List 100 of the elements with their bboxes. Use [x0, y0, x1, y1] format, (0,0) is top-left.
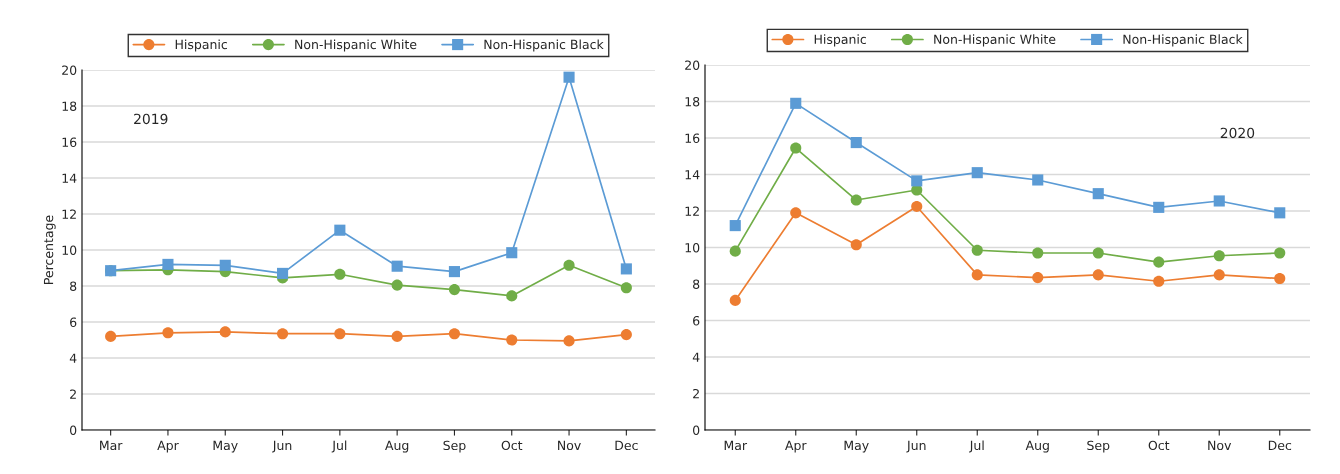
point	[620, 263, 632, 275]
point	[1092, 247, 1104, 259]
y-tick-label: 2	[70, 389, 76, 399]
y-tick-label: 8	[693, 279, 700, 289]
point	[1274, 207, 1286, 219]
x-tick-label: Sep	[1087, 440, 1110, 453]
legend-label: Non-Hispanic White	[295, 39, 417, 52]
point	[620, 329, 632, 341]
x-tick-label: Jul	[969, 440, 984, 453]
x-tick-label: Dec	[1268, 440, 1292, 451]
point	[506, 334, 518, 346]
point	[162, 327, 174, 339]
x-tick-label: Sep	[443, 440, 466, 453]
x-tick-label: Nov	[558, 440, 581, 451]
x-tick-label: Dec	[615, 440, 638, 451]
x-tick-label: Apr	[157, 440, 179, 453]
y-tick-label: 20	[62, 65, 77, 75]
point	[620, 282, 632, 294]
y-tick-label: 10	[685, 242, 700, 253]
point	[276, 328, 289, 340]
y-tick-label: 14	[62, 173, 77, 183]
point	[971, 167, 983, 179]
point	[790, 97, 802, 109]
y-tick-label: 4	[692, 352, 700, 362]
x-tick-label: Nov	[1208, 440, 1232, 451]
point	[911, 175, 923, 187]
y-tick-label: 12	[62, 209, 76, 219]
y-tick-label: 10	[62, 245, 77, 255]
y-tick-label: 0	[70, 425, 77, 435]
x-tick-label: May	[844, 440, 869, 453]
y-tick-label: 12	[685, 206, 699, 216]
point	[790, 142, 802, 154]
y-tick-label: 14	[685, 170, 700, 180]
y-tick-label: 6	[693, 315, 700, 326]
x-tick-label: Aug	[385, 440, 409, 453]
x-tick-label: May	[213, 440, 238, 453]
point	[162, 258, 174, 270]
y-axis-title: Percentage	[43, 215, 56, 284]
legend-label: Non-Hispanic Black	[1123, 34, 1243, 47]
point	[729, 294, 741, 306]
point	[563, 335, 575, 347]
y-tick-label: 4	[69, 353, 77, 363]
y-tick-label: 18	[685, 96, 700, 107]
point	[1092, 188, 1104, 200]
point	[448, 328, 461, 340]
point	[729, 245, 741, 257]
y-tick-label: 2	[693, 388, 699, 399]
point	[448, 284, 461, 296]
x-tick-label: Jul	[331, 440, 347, 453]
point	[391, 260, 403, 272]
y-tick-label: 16	[62, 137, 77, 147]
point	[334, 224, 346, 236]
point	[850, 137, 862, 149]
point	[391, 279, 403, 291]
legend-label: Non-Hispanic White	[934, 34, 1056, 47]
x-tick-label: Mar	[724, 440, 748, 451]
point	[1153, 201, 1165, 213]
point	[971, 269, 983, 281]
y-tick-label: 20	[685, 60, 700, 70]
point	[105, 330, 117, 342]
point	[506, 290, 518, 302]
point	[1213, 269, 1225, 281]
point	[1153, 275, 1165, 287]
point	[911, 200, 923, 212]
point	[1274, 272, 1286, 285]
x-tick-label: Oct	[1148, 440, 1170, 451]
legend-label: Hispanic	[175, 39, 227, 52]
legend-label: Hispanic	[814, 34, 866, 47]
point	[391, 330, 403, 342]
point	[1213, 250, 1225, 262]
point	[1032, 272, 1044, 284]
point	[850, 239, 862, 251]
point	[1274, 247, 1286, 259]
y-tick-label: 0	[693, 425, 700, 435]
annotation: 2019	[134, 113, 168, 125]
y-tick-label: 18	[62, 101, 77, 111]
point	[448, 266, 461, 278]
x-tick-label: Mar	[100, 440, 123, 451]
point	[729, 220, 741, 232]
x-tick-label: Oct	[501, 440, 523, 451]
annotation: 2020	[1220, 127, 1255, 139]
point	[1092, 269, 1104, 281]
point	[850, 194, 862, 206]
y-tick-label: 8	[70, 281, 77, 291]
point	[1032, 247, 1044, 259]
y-tick-label: 16	[685, 133, 700, 143]
point	[334, 328, 346, 340]
point	[971, 244, 983, 256]
x-tick-label: Apr	[785, 440, 807, 453]
y-tick-label: 6	[70, 317, 77, 327]
x-tick-label: Jun	[906, 440, 926, 453]
x-tick-label: Jun	[272, 440, 292, 453]
point	[219, 259, 231, 271]
legend-label: Non-Hispanic Black	[484, 39, 604, 52]
point	[276, 267, 289, 279]
point	[1213, 195, 1225, 207]
point	[563, 259, 575, 271]
point	[219, 326, 231, 338]
point	[790, 207, 802, 219]
x-tick-label: Aug	[1025, 440, 1049, 453]
